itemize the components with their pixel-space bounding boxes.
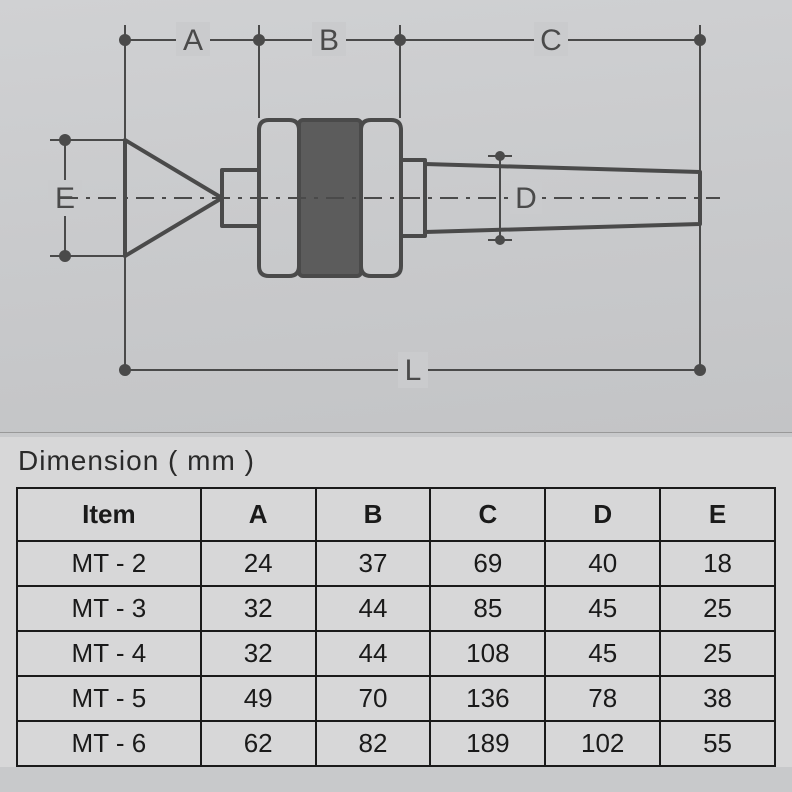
cell: 40 [545,541,660,586]
cell: 25 [660,631,775,676]
table-body: MT - 2 24 37 69 40 18 MT - 3 32 44 85 45… [17,541,775,766]
cell: 24 [201,541,316,586]
cell: MT - 6 [17,721,201,766]
cell: 62 [201,721,316,766]
cell: 102 [545,721,660,766]
cell: 37 [316,541,431,586]
technical-drawing: A B C E L D [0,0,792,433]
col-c: C [430,488,545,541]
cell: 70 [316,676,431,721]
table-row: MT - 4 32 44 108 45 25 [17,631,775,676]
cell: MT - 4 [17,631,201,676]
cell: 45 [545,631,660,676]
cell: 189 [430,721,545,766]
cell: 78 [545,676,660,721]
cell: MT - 3 [17,586,201,631]
cell: 69 [430,541,545,586]
cell: 85 [430,586,545,631]
cell: 44 [316,586,431,631]
cell: 49 [201,676,316,721]
col-b: B [316,488,431,541]
cell: 38 [660,676,775,721]
col-d: D [545,488,660,541]
dim-label-d: D [515,182,537,215]
cell: 136 [430,676,545,721]
col-e: E [660,488,775,541]
cell: 45 [545,586,660,631]
table-row: MT - 5 49 70 136 78 38 [17,676,775,721]
cell: 32 [201,586,316,631]
table-row: MT - 3 32 44 85 45 25 [17,586,775,631]
dimension-table: Item A B C D E MT - 2 24 37 69 40 18 MT … [16,487,776,767]
col-a: A [201,488,316,541]
table-row: MT - 6 62 82 189 102 55 [17,721,775,766]
cell: 18 [660,541,775,586]
dimension-table-area: Dimension ( mm ) Item A B C D E MT - 2 2… [0,437,792,767]
cell: 44 [316,631,431,676]
table-caption: Dimension ( mm ) [18,445,776,477]
cell: MT - 5 [17,676,201,721]
cell: 82 [316,721,431,766]
cell: 108 [430,631,545,676]
dim-label-b: B [319,24,339,57]
table-row: MT - 2 24 37 69 40 18 [17,541,775,586]
dim-label-a: A [183,24,203,57]
drawing-svg: A B C E L D [0,0,792,432]
col-item: Item [17,488,201,541]
cell: 55 [660,721,775,766]
dim-label-l: L [405,354,422,387]
cell: 32 [201,631,316,676]
table-header-row: Item A B C D E [17,488,775,541]
dim-label-c: C [540,24,562,57]
cell: MT - 2 [17,541,201,586]
cell: 25 [660,586,775,631]
